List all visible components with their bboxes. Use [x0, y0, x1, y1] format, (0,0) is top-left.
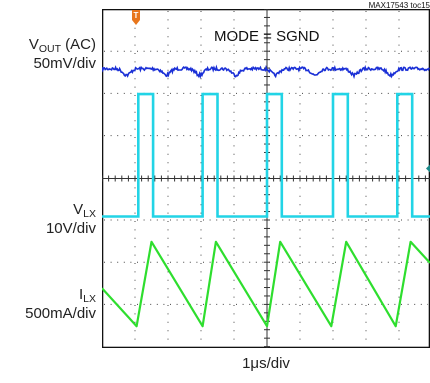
ilx-channel-label: ILX 500mA/div — [0, 285, 96, 323]
vout-scale: 50mV/div — [33, 55, 96, 72]
ilx-scale: 500mA/div — [25, 305, 96, 322]
vlx-channel-label: VLX 10V/div — [0, 200, 96, 238]
vout-waveform — [101, 64, 430, 80]
channel-level-marker — [426, 164, 430, 173]
figure-id: MAX17543 toc15 — [368, 1, 430, 10]
mode-label: MODE = SGND — [214, 28, 320, 45]
vlx-scale: 10V/div — [45, 220, 96, 237]
waveform-plot: T MODE = SGND — [101, 8, 430, 349]
time-scale-label: 1μs/div — [242, 355, 290, 372]
vout-channel-label: VOUT (AC) 50mV/div — [0, 35, 96, 73]
oscilloscope-screen: T MODE = SGND — [101, 8, 430, 349]
trigger-marker-icon — [132, 10, 140, 20]
trigger-pointer — [132, 20, 140, 25]
trigger-marker-label: T — [134, 11, 139, 20]
vlx-waveform — [102, 92, 430, 218]
ilx-waveform — [101, 240, 430, 328]
